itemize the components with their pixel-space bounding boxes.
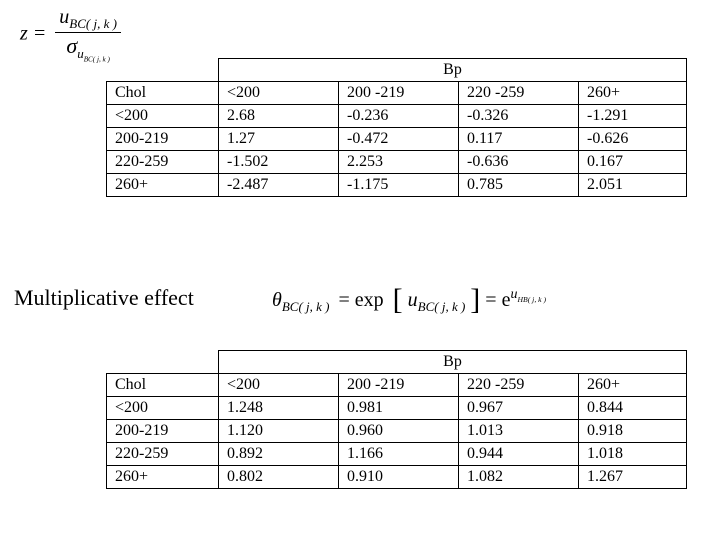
table-cell: 0.944: [459, 443, 579, 466]
col-header: <200: [219, 82, 339, 105]
table-cell: -0.626: [579, 128, 687, 151]
table-cell: -1.502: [219, 151, 339, 174]
table-cell: 1.082: [459, 466, 579, 489]
z-num-u: u: [59, 6, 69, 28]
col-header: 220 -259: [459, 82, 579, 105]
theta-formula: θBC( j, k ) = exp [ uBC( j, k ) ] = euHB…: [272, 280, 546, 315]
multiplicative-effect-label: Multiplicative effect: [14, 285, 194, 311]
table-cell: 0.167: [579, 151, 687, 174]
table-cell: 0.960: [339, 420, 459, 443]
row-label: 200-219: [107, 128, 219, 151]
table-cell: 1.018: [579, 443, 687, 466]
table-cell: 0.910: [339, 466, 459, 489]
table-cell: -0.236: [339, 105, 459, 128]
col-header: 200 -219: [339, 82, 459, 105]
theta-sub: BC( j, k ): [282, 299, 330, 314]
table-cell: 0.918: [579, 420, 687, 443]
bp-header: Bp: [219, 59, 687, 82]
z-lhs: z =: [20, 22, 46, 44]
table-cell: 1.013: [459, 420, 579, 443]
table-cell: 1.166: [339, 443, 459, 466]
z-sigma: σ: [66, 33, 77, 58]
table-cell: 1.120: [219, 420, 339, 443]
table-cell: 0.785: [459, 174, 579, 197]
table-cell: 2.051: [579, 174, 687, 197]
theta: θ: [272, 289, 282, 311]
theta-eq1: = exp: [338, 289, 383, 311]
table-cell: 0.892: [219, 443, 339, 466]
theta-exp-sub: HB( j, k ): [517, 295, 546, 304]
col-header: <200: [219, 374, 339, 397]
table-cell: 0.967: [459, 397, 579, 420]
table-cell: 0.844: [579, 397, 687, 420]
theta-table: BpChol<200200 -219220 -259260+<2001.2480…: [106, 350, 687, 489]
theta-u1: u: [408, 289, 418, 311]
table-cell: 0.981: [339, 397, 459, 420]
table-cell: 2.68: [219, 105, 339, 128]
table-cell: 1.267: [579, 466, 687, 489]
table-cell: -0.636: [459, 151, 579, 174]
table-cell: 1.248: [219, 397, 339, 420]
table-corner-empty: [107, 351, 219, 374]
row-label: <200: [107, 105, 219, 128]
rbracket-icon: ]: [470, 283, 480, 316]
row-label: 220-259: [107, 151, 219, 174]
table-cell: -2.487: [219, 174, 339, 197]
table-cell: -0.326: [459, 105, 579, 128]
table-cell: 2.253: [339, 151, 459, 174]
table-cell: -1.291: [579, 105, 687, 128]
lbracket-icon: [: [393, 283, 403, 316]
col-header: 200 -219: [339, 374, 459, 397]
row-label: 260+: [107, 174, 219, 197]
table-cell: -1.175: [339, 174, 459, 197]
table-cell: 1.27: [219, 128, 339, 151]
table-corner-empty: [107, 59, 219, 82]
row-label: 220-259: [107, 443, 219, 466]
bp-header: Bp: [219, 351, 687, 374]
theta-u1-sub: BC( j, k ): [418, 299, 466, 314]
table-cell: 0.802: [219, 466, 339, 489]
z-table: BpChol<200200 -219220 -259260+<2002.68-0…: [106, 58, 687, 197]
z-num-sub: BC( j, k ): [69, 16, 117, 31]
table-cell: 0.117: [459, 128, 579, 151]
col-header: 260+: [579, 82, 687, 105]
col-header: Chol: [107, 374, 219, 397]
row-label: 260+: [107, 466, 219, 489]
col-header: 220 -259: [459, 374, 579, 397]
row-label: <200: [107, 397, 219, 420]
z-formula: z = uBC( j, k ) σuBC( j, k ): [20, 6, 121, 64]
row-label: 200-219: [107, 420, 219, 443]
col-header: Chol: [107, 82, 219, 105]
theta-eq2: = e: [485, 289, 510, 311]
table-cell: -0.472: [339, 128, 459, 151]
col-header: 260+: [579, 374, 687, 397]
